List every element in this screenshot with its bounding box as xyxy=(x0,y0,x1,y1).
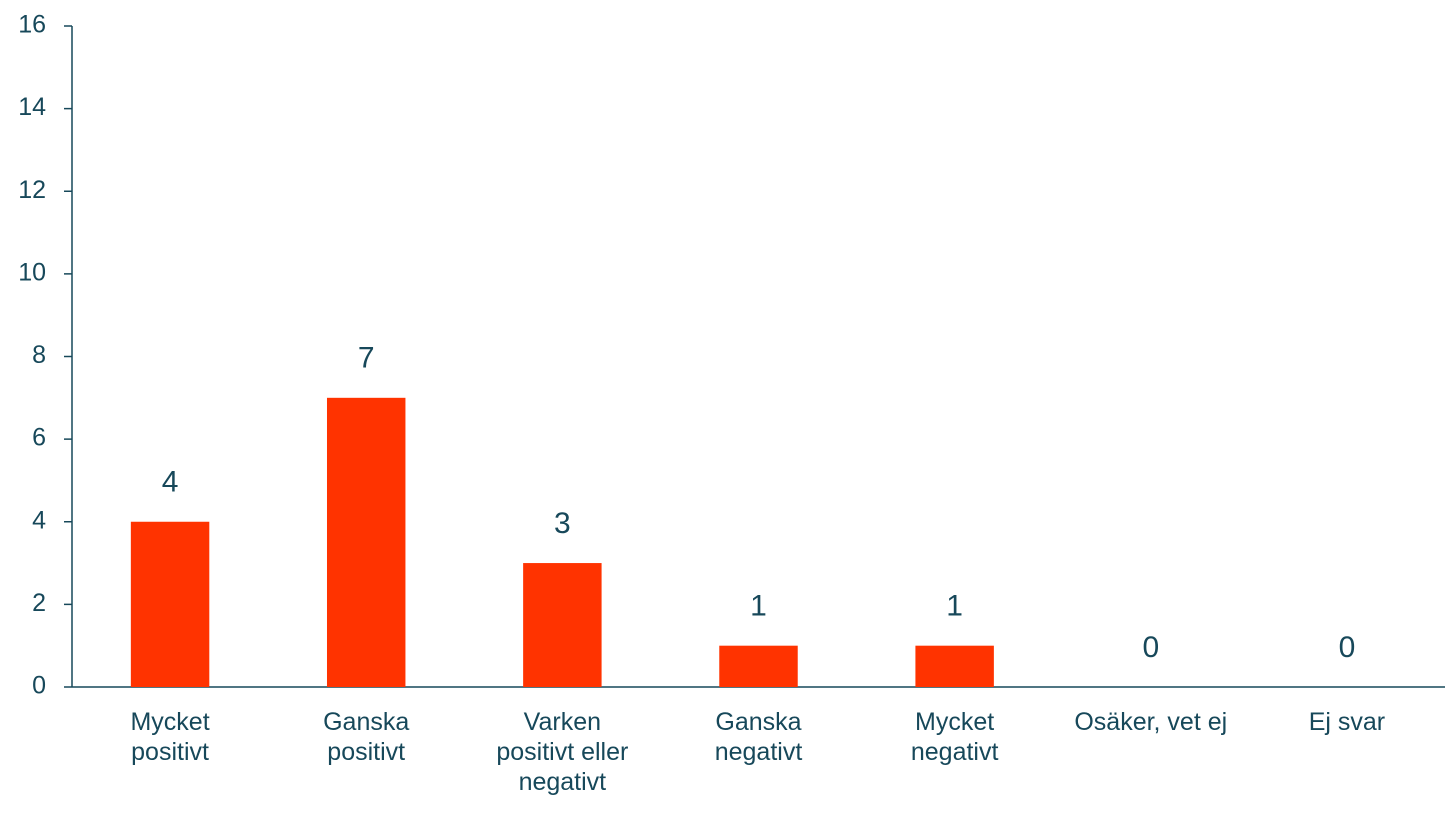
value-label: 7 xyxy=(358,342,375,375)
x-tick-label: Osäker, vet ej xyxy=(1074,708,1228,736)
y-tick-label: 12 xyxy=(18,176,46,204)
x-tick-label: Ganska positivt xyxy=(323,708,410,766)
bar xyxy=(130,521,210,687)
y-tick-label: 6 xyxy=(32,424,46,452)
bar xyxy=(326,397,406,687)
value-label: 1 xyxy=(750,590,767,623)
x-tick-label: Ej svar xyxy=(1308,708,1386,736)
bar xyxy=(523,563,602,687)
y-tick-label: 10 xyxy=(18,258,46,286)
bar xyxy=(915,645,994,687)
value-label: 0 xyxy=(1339,631,1356,664)
value-label: 3 xyxy=(554,507,571,540)
y-tick-label: 14 xyxy=(18,93,46,121)
y-tick-label: 0 xyxy=(32,672,46,700)
value-label: 4 xyxy=(162,466,179,499)
y-tick-label: 16 xyxy=(18,11,46,39)
y-tick-label: 2 xyxy=(32,589,46,617)
y-tick-label: 8 xyxy=(32,341,46,369)
x-tick-label: Mycket positivt xyxy=(130,708,210,766)
value-label: 0 xyxy=(1142,631,1159,664)
value-label: 1 xyxy=(946,590,963,623)
y-tick-label: 4 xyxy=(32,506,46,534)
bar xyxy=(719,645,798,687)
x-tick-label: Varken positivt eller negativt xyxy=(496,708,629,796)
x-tick-label: Ganska negativt xyxy=(714,708,803,766)
x-tick-label: Mycket negativt xyxy=(910,708,999,766)
